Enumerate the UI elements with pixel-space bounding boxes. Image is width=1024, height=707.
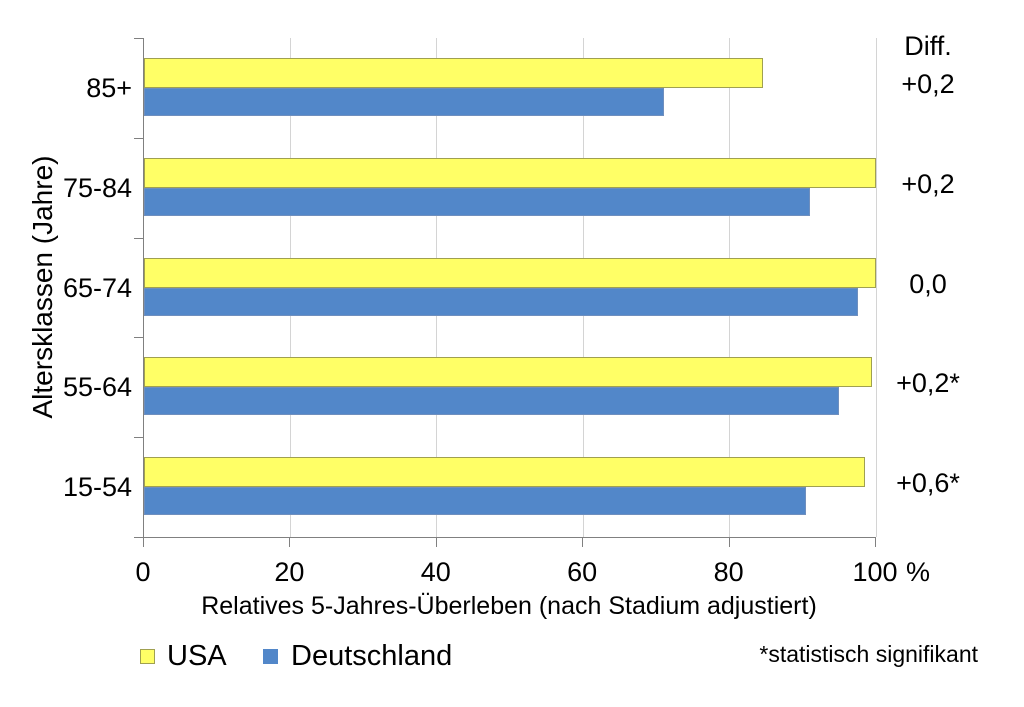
diff-column-header: Diff. (904, 31, 952, 61)
bar-deutschland-75-84 (144, 187, 811, 216)
diff-value-75-84: +0,2 (901, 168, 955, 199)
diff-value-85+: +0,2 (901, 68, 955, 99)
legend-label-usa: USA (167, 640, 227, 672)
y-axis-tick-1 (134, 138, 143, 139)
diff-value-65-74: 0,0 (909, 268, 947, 299)
y-axis-tick-3 (134, 337, 143, 338)
y-axis-tick-2 (134, 238, 143, 239)
x-axis-tick-100 (875, 537, 876, 547)
x-tick-label-100: 100 (852, 557, 898, 587)
x-axis-tick-20 (289, 537, 291, 547)
legend-swatch-usa (140, 649, 155, 664)
x-axis-unit-label: % (905, 557, 930, 587)
category-label-55-64: 55-64 (62, 372, 132, 403)
category-label-15-54: 15-54 (62, 472, 132, 503)
x-axis-title: Relatives 5-Jahres-Überleben (nach Stadi… (201, 592, 817, 620)
bar-deutschland-15-54 (144, 487, 807, 516)
category-label-75-84: 75-84 (62, 172, 132, 203)
diff-value-15-54: +0,6* (896, 468, 960, 499)
legend-swatch-deutschland (263, 649, 278, 664)
x-axis-tick-0 (143, 537, 144, 547)
y-axis-tick-0 (134, 38, 143, 39)
x-gridline-100 (875, 38, 877, 537)
x-axis-tick-80 (728, 537, 730, 547)
x-tick-label-60: 60 (567, 557, 598, 587)
x-tick-label-0: 0 (135, 557, 151, 587)
x-tick-label-80: 80 (713, 557, 744, 587)
x-tick-label-20: 20 (274, 557, 305, 587)
plot-area (143, 38, 877, 538)
x-axis-tick-40 (435, 537, 437, 547)
significance-footnote: *statistisch signifikant (759, 641, 978, 667)
bar-deutschland-65-74 (144, 287, 858, 316)
y-axis-tick-4 (134, 437, 143, 438)
diff-value-55-64: +0,2* (896, 368, 960, 399)
category-label-65-74: 65-74 (62, 272, 132, 303)
x-axis-tick-60 (582, 537, 584, 547)
bar-usa-85+ (144, 57, 763, 88)
x-tick-label-40: 40 (420, 557, 451, 587)
legend-label-deutschland: Deutschland (291, 640, 453, 672)
bar-usa-75-84 (144, 157, 876, 188)
bar-usa-55-64 (144, 357, 873, 388)
category-label-85+: 85+ (86, 72, 132, 103)
bar-deutschland-85+ (144, 87, 664, 116)
bar-usa-65-74 (144, 257, 876, 288)
bar-deutschland-55-64 (144, 387, 840, 416)
y-axis-tick-5 (134, 537, 143, 538)
bar-usa-15-54 (144, 457, 866, 488)
